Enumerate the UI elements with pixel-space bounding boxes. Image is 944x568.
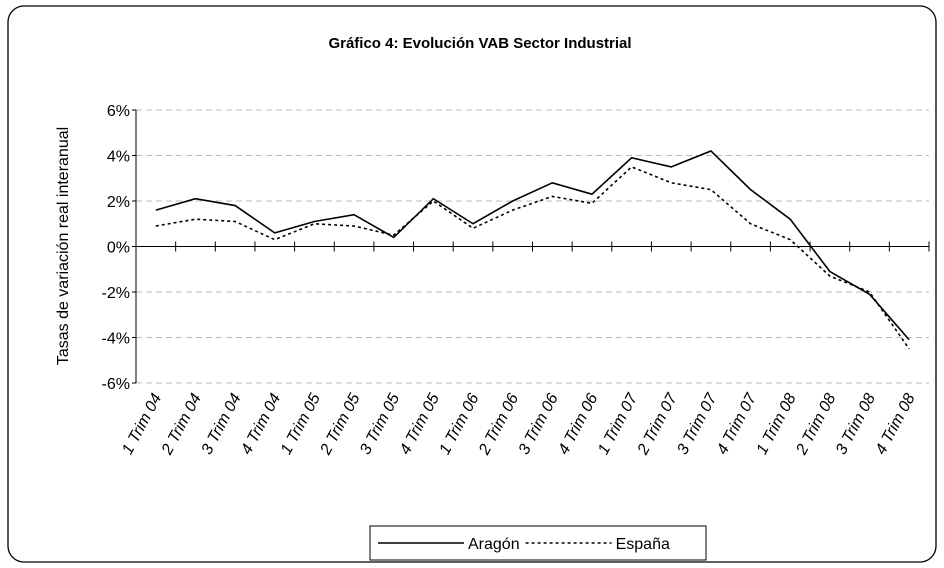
y-tick-label: 2% — [107, 194, 130, 211]
chart-title: Gráfico 4: Evolución VAB Sector Industri… — [328, 35, 631, 52]
y-tick-label: 4% — [107, 149, 130, 166]
y-tick-label: 0% — [107, 240, 130, 257]
y-tick-label: -2% — [102, 285, 130, 302]
series-line — [155, 150, 910, 341]
legend-label: Aragón — [468, 536, 520, 553]
y-tick-label: 6% — [107, 103, 130, 120]
chart-frame — [7, 5, 937, 563]
legend-label: España — [616, 536, 670, 553]
series-line — [155, 165, 910, 350]
y-axis-label: Tasas de variación real interanual — [55, 127, 72, 365]
y-tick-label: -4% — [102, 331, 130, 348]
y-tick-label: -6% — [102, 376, 130, 393]
